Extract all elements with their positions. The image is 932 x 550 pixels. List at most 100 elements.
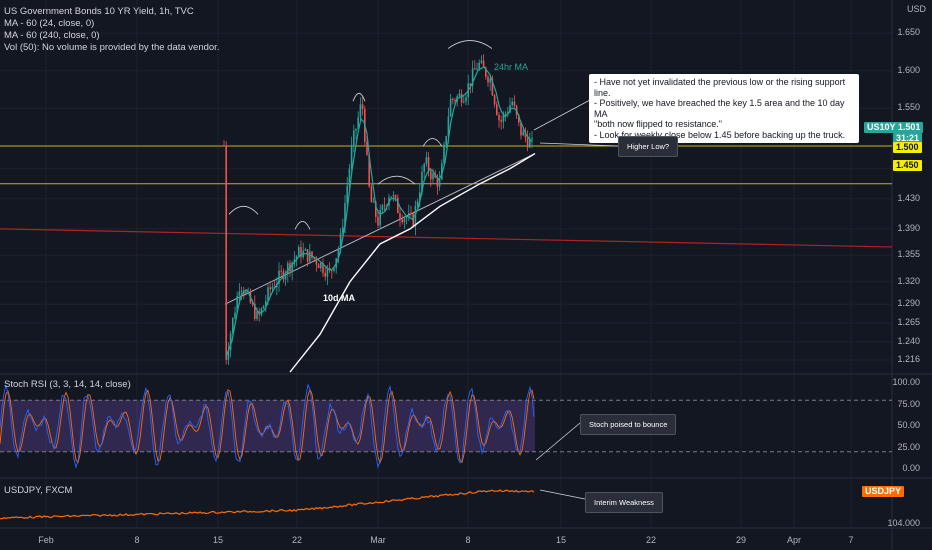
- candle-body: [447, 116, 450, 137]
- candle-body: [500, 120, 502, 122]
- reference-lines: [0, 145, 893, 305]
- candle-body: [526, 137, 529, 148]
- pattern-arc: [228, 205, 259, 215]
- stoch-callout: Stoch poised to bounce: [580, 414, 677, 435]
- pattern-arc: [352, 92, 366, 102]
- candle-body: [419, 192, 421, 202]
- candle-body: [445, 136, 447, 145]
- price-value: 1.501: [897, 122, 921, 132]
- y-tick-label: 1.265: [897, 317, 920, 328]
- usdjpy-tick-label: 104.000: [887, 518, 920, 528]
- candle-body: [368, 154, 370, 187]
- stoch-title: Stoch RSI (3, 3, 14, 14, close): [4, 379, 131, 390]
- x-tick-label: 15: [212, 535, 224, 545]
- candle-body: [405, 217, 408, 219]
- interim-connector: [539, 489, 586, 500]
- candle-body: [348, 168, 351, 186]
- candle-body: [520, 122, 522, 136]
- resistance-line: [0, 228, 893, 248]
- candle-body: [509, 105, 511, 113]
- chart-title: US Government Bonds 10 YR Yield, 1h, TVC: [4, 6, 194, 17]
- candle-body: [306, 249, 309, 262]
- candle-body: [414, 205, 417, 227]
- candle-body: [300, 247, 302, 258]
- candle-body: [236, 295, 238, 313]
- candle-body: [504, 113, 507, 115]
- candle-body: [227, 350, 230, 360]
- candle-body: [350, 144, 353, 169]
- level-badge-1450: 1.450: [893, 160, 922, 171]
- candle-body: [287, 263, 289, 274]
- candle-body: [507, 112, 509, 114]
- x-tick-label: 29: [735, 535, 747, 545]
- candle-body: [331, 270, 333, 272]
- candle-series: [223, 54, 533, 366]
- candle-body: [518, 114, 520, 123]
- x-tick-label: 8: [134, 535, 140, 545]
- candle-body: [443, 144, 445, 164]
- candle-body: [480, 60, 483, 63]
- ma10d-line: [289, 152, 536, 373]
- annotation-lines: [533, 99, 619, 500]
- candle-body: [397, 197, 399, 214]
- stoch-k-line: [0, 383, 535, 469]
- candle-body: [344, 203, 346, 227]
- candle-body: [458, 93, 461, 97]
- candle-body: [441, 163, 443, 180]
- candle-body: [262, 305, 265, 309]
- y-tick-label: 1.240: [897, 335, 920, 346]
- x-tick-label: 15: [555, 535, 567, 545]
- candle-body: [337, 249, 340, 259]
- candle-body: [284, 273, 287, 280]
- y-tick-label: 1.216: [897, 353, 920, 364]
- candle-body: [379, 209, 381, 226]
- candle-body: [251, 302, 254, 304]
- y-tick-label: 1.550: [897, 102, 920, 113]
- candle-body: [298, 247, 300, 257]
- ma24-label: 24hr MA: [494, 62, 529, 72]
- candle-body: [254, 303, 256, 319]
- candle-body: [311, 251, 313, 258]
- candle-body: [291, 262, 293, 272]
- candle-body: [256, 311, 258, 319]
- stoch-tick-label: 50.00: [897, 420, 920, 430]
- y-tick-label: 1.390: [897, 222, 920, 233]
- x-tick-label: 8: [465, 535, 471, 545]
- y-tick-label: 1.430: [897, 192, 920, 203]
- y-tick-label: 1.290: [897, 298, 920, 309]
- y-tick-label: 1.320: [897, 275, 920, 286]
- candle-body: [381, 205, 384, 210]
- countdown-badge: 31:21: [893, 133, 923, 144]
- candle-body: [269, 287, 271, 289]
- stoch-tick-label: 75.00: [897, 398, 920, 409]
- interim-callout: Interim Weakness: [585, 492, 663, 513]
- candle-body: [295, 256, 298, 260]
- candle-body: [423, 163, 425, 172]
- candle-body: [412, 213, 414, 227]
- stoch-tick-label: 25.00: [897, 441, 920, 452]
- candle-body: [359, 104, 362, 118]
- candle-body: [377, 216, 379, 226]
- candle-body: [326, 267, 329, 277]
- higher-low-connector: [539, 142, 619, 147]
- ma24-legend: MA - 60 (24, close, 0): [4, 18, 95, 29]
- candle-body: [392, 195, 395, 197]
- candle-body: [346, 185, 348, 204]
- candle-body: [383, 205, 386, 207]
- candle-body: [491, 78, 494, 96]
- candle-body: [355, 128, 357, 131]
- stoch-rsi-pane: [0, 383, 892, 469]
- note-line-1: - Have not yet invalidated the previous …: [594, 77, 846, 98]
- candle-body: [320, 262, 322, 269]
- candle-body: [511, 101, 513, 106]
- candle-body: [324, 272, 326, 277]
- candle-body: [460, 93, 463, 103]
- candle-body: [425, 157, 428, 164]
- candle-body: [361, 104, 364, 110]
- stoch-connector: [535, 422, 581, 461]
- note-connector: [533, 99, 591, 131]
- candle-body: [276, 284, 278, 288]
- price-badge: US10Y 1.501: [864, 122, 924, 133]
- candle-body: [372, 202, 375, 203]
